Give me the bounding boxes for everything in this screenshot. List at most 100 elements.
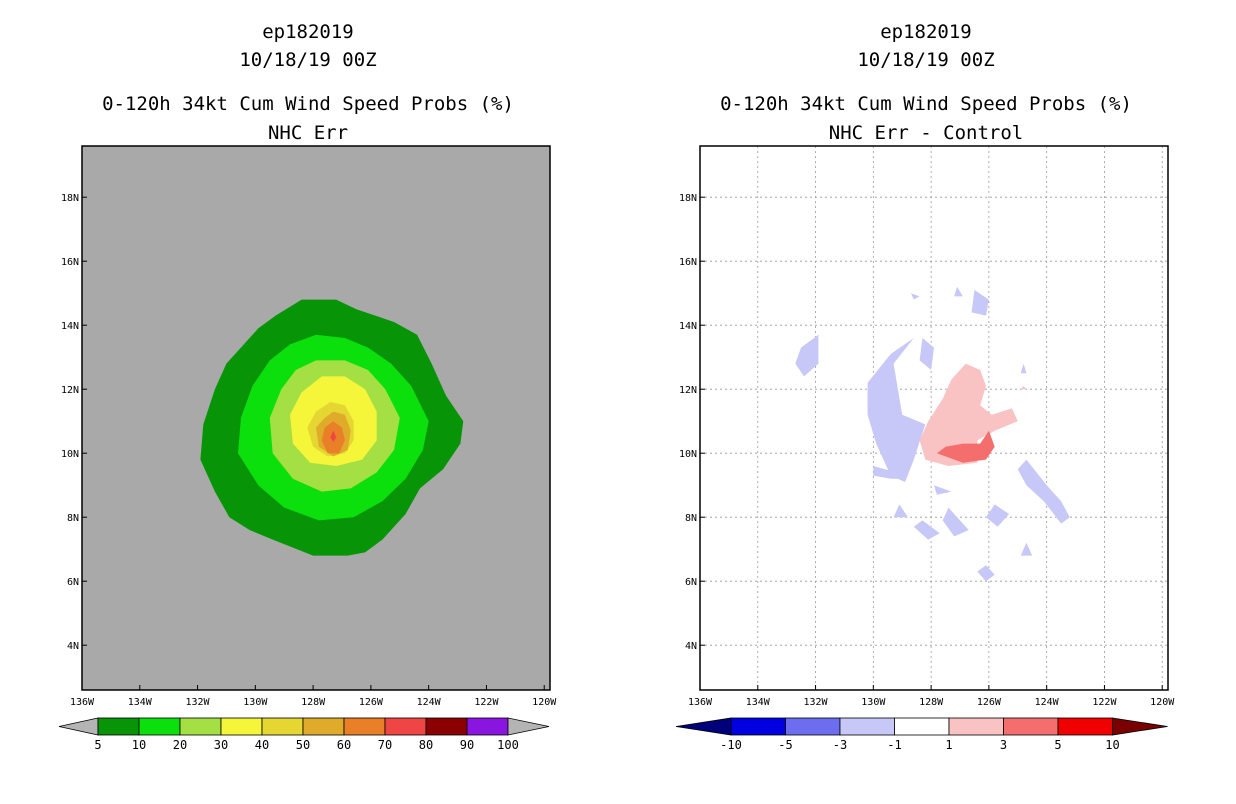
x-tick-label: 136W	[70, 697, 95, 708]
x-tick-label: 130W	[243, 697, 268, 708]
contour--3-11	[913, 520, 940, 540]
colorbar-segment	[261, 717, 304, 736]
contour--3-4	[910, 293, 920, 300]
y-tick-label: 16N	[679, 257, 697, 268]
colorbar-label: 100	[497, 738, 519, 752]
colorbar-segment	[948, 717, 1004, 736]
contour--3-14	[977, 565, 995, 582]
y-tick-label: 4N	[685, 641, 697, 652]
contour--3-9	[893, 504, 908, 518]
contour--3-13	[1020, 542, 1033, 556]
left-map-frame	[81, 145, 551, 691]
contour-1-16	[919, 363, 1018, 466]
contour-70-7	[330, 430, 337, 442]
contour--3-6	[1017, 459, 1070, 524]
y-tick-label: 16N	[61, 257, 79, 268]
contour--3-5	[954, 286, 963, 297]
panel-left: ep182019 10/18/19 00Z 0-120h 34kt Cum Wi…	[58, 21, 557, 752]
contour--3-1	[795, 334, 819, 377]
left-x-axis: 136W 134W 132W 130W 128W 126W 124W 122W 120W	[70, 685, 557, 708]
colorbar-label: 70	[378, 738, 392, 752]
right-colorbar: -10 -5 -3 -1 1 3 5 10	[675, 717, 1168, 752]
y-tick-label: 10N	[61, 449, 79, 460]
colorbar-segment	[384, 717, 427, 736]
x-tick-label: 130W	[861, 697, 886, 708]
contour-3-17	[936, 430, 995, 463]
x-tick-label: 134W	[128, 697, 153, 708]
left-title-line-2: 10/18/19 00Z	[239, 49, 376, 71]
colorbar-label: 1	[945, 738, 952, 752]
left-title-line-1: ep182019	[262, 21, 354, 43]
colorbar-segment	[97, 717, 140, 736]
colorbar-segment	[343, 717, 386, 736]
colorbar-segment	[179, 717, 222, 736]
colorbar-label: 80	[419, 738, 433, 752]
x-tick-label: 122W	[1092, 697, 1117, 708]
contour--3-7	[873, 466, 906, 479]
colorbar-label: 90	[460, 738, 474, 752]
y-tick-label: 8N	[685, 513, 697, 524]
y-tick-label: 14N	[679, 321, 697, 332]
contour--3-10	[934, 485, 952, 495]
left-y-axis: 4N 6N 8N 10N 12N 14N 16N 18N	[61, 193, 87, 652]
colorbar-label: 60	[337, 738, 351, 752]
y-tick-label: 10N	[679, 449, 697, 460]
colorbar-segment	[785, 717, 841, 736]
contour--3-15	[1020, 363, 1027, 374]
colorbar-segment	[730, 717, 786, 736]
colorbar-segment	[839, 717, 895, 736]
contour--3-12	[986, 504, 1010, 527]
y-tick-label: 4N	[67, 641, 79, 652]
left-title-line-3: 0-120h 34kt Cum Wind Speed Probs (%)	[102, 93, 514, 115]
x-tick-label: 124W	[417, 697, 442, 708]
right-x-axis: 136W 134W 132W 130W 128W 126W 124W 122W 120W	[688, 685, 1175, 708]
y-tick-label: 12N	[679, 385, 697, 396]
y-tick-label: 18N	[679, 193, 697, 204]
right-title-line-1: ep182019	[880, 21, 972, 43]
colorbar-label: -10	[720, 738, 742, 752]
right-contours	[795, 286, 1070, 582]
x-tick-label: 128W	[919, 697, 944, 708]
colorbar-label: 50	[296, 738, 310, 752]
colorbar-label: 5	[94, 738, 101, 752]
contour--3-3	[971, 290, 989, 316]
x-tick-label: 122W	[474, 697, 499, 708]
colorbar-right-arrow	[507, 717, 550, 736]
right-title-line-2: 10/18/19 00Z	[857, 49, 994, 71]
colorbar-segment	[302, 717, 345, 736]
colorbar-label: -5	[778, 738, 792, 752]
y-tick-label: 6N	[685, 577, 697, 588]
colorbar-label: -1	[887, 738, 901, 752]
y-tick-label: 6N	[67, 577, 79, 588]
contour-1-18	[1020, 386, 1027, 390]
colorbar-segment	[425, 717, 468, 736]
x-tick-label: 124W	[1035, 697, 1060, 708]
x-tick-label: 132W	[186, 697, 211, 708]
contour--3-8	[942, 507, 969, 537]
colorbar-label: 10	[1105, 738, 1119, 752]
colorbar-segment	[138, 717, 181, 736]
left-title-line-4: NHC Err	[268, 122, 348, 144]
y-tick-label: 12N	[61, 385, 79, 396]
x-tick-label: 120W	[1150, 697, 1175, 708]
y-tick-label: 14N	[61, 321, 79, 332]
x-tick-label: 120W	[532, 697, 557, 708]
y-tick-label: 8N	[67, 513, 79, 524]
colorbar-label: 5	[1054, 738, 1061, 752]
colorbar-segment	[1003, 717, 1059, 736]
panel-right: ep182019 10/18/19 00Z 0-120h 34kt Cum Wi…	[675, 21, 1175, 752]
left-colorbar: 5 10 20 30 40 50 60 70 80 90 100	[58, 717, 550, 752]
contour--3-0	[867, 338, 926, 482]
y-tick-label: 18N	[61, 193, 79, 204]
contour--3-2	[919, 338, 934, 370]
colorbar-label: 40	[255, 738, 269, 752]
x-tick-label: 126W	[977, 697, 1002, 708]
left-contours	[200, 299, 464, 556]
colorbar-segment	[220, 717, 263, 736]
x-tick-label: 136W	[688, 697, 713, 708]
colorbar-label: 3	[1000, 738, 1007, 752]
colorbar-segment	[1057, 717, 1113, 736]
colorbar-label: 30	[214, 738, 228, 752]
right-y-axis: 4N 6N 8N 10N 12N 14N 16N 18N	[679, 193, 705, 652]
